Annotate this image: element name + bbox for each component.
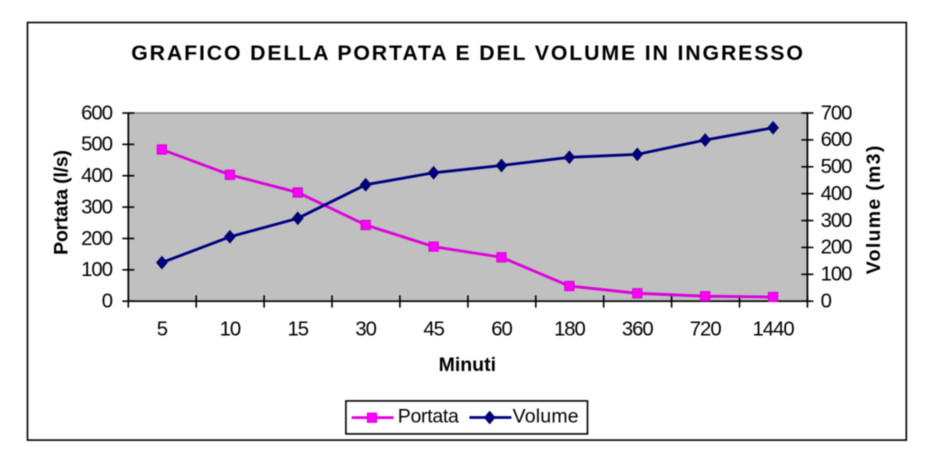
svg-text:10: 10	[220, 319, 241, 341]
svg-text:500: 500	[821, 156, 853, 178]
svg-text:400: 400	[81, 165, 113, 187]
svg-text:300: 300	[821, 210, 853, 232]
svg-text:Volume: Volume	[513, 405, 579, 427]
svg-text:0: 0	[821, 291, 832, 313]
svg-text:45: 45	[423, 319, 444, 341]
svg-text:1440: 1440	[753, 319, 795, 341]
svg-text:400: 400	[821, 183, 853, 205]
svg-text:600: 600	[81, 102, 113, 124]
svg-text:180: 180	[554, 319, 586, 341]
svg-text:Portata (l/s): Portata (l/s)	[50, 150, 72, 255]
svg-text:100: 100	[81, 259, 113, 281]
svg-text:5: 5	[157, 319, 168, 341]
svg-text:360: 360	[622, 319, 654, 341]
svg-text:100: 100	[821, 264, 853, 286]
svg-text:200: 200	[821, 237, 853, 259]
svg-text:Minuti: Minuti	[439, 354, 496, 376]
svg-text:300: 300	[81, 196, 113, 218]
svg-text:600: 600	[821, 129, 853, 151]
svg-text:720: 720	[690, 319, 722, 341]
svg-text:200: 200	[81, 228, 113, 250]
svg-text:500: 500	[81, 134, 113, 156]
svg-text:60: 60	[491, 319, 512, 341]
svg-text:30: 30	[355, 319, 376, 341]
svg-text:Portata: Portata	[398, 405, 459, 427]
svg-text:700: 700	[821, 102, 853, 124]
svg-text:15: 15	[288, 319, 309, 341]
svg-text:GRAFICO DELLA PORTATA E DEL VO: GRAFICO DELLA PORTATA E DEL VOLUME IN IN…	[131, 41, 805, 65]
svg-text:Volume (m3): Volume (m3)	[863, 144, 885, 274]
svg-text:0: 0	[102, 291, 113, 313]
